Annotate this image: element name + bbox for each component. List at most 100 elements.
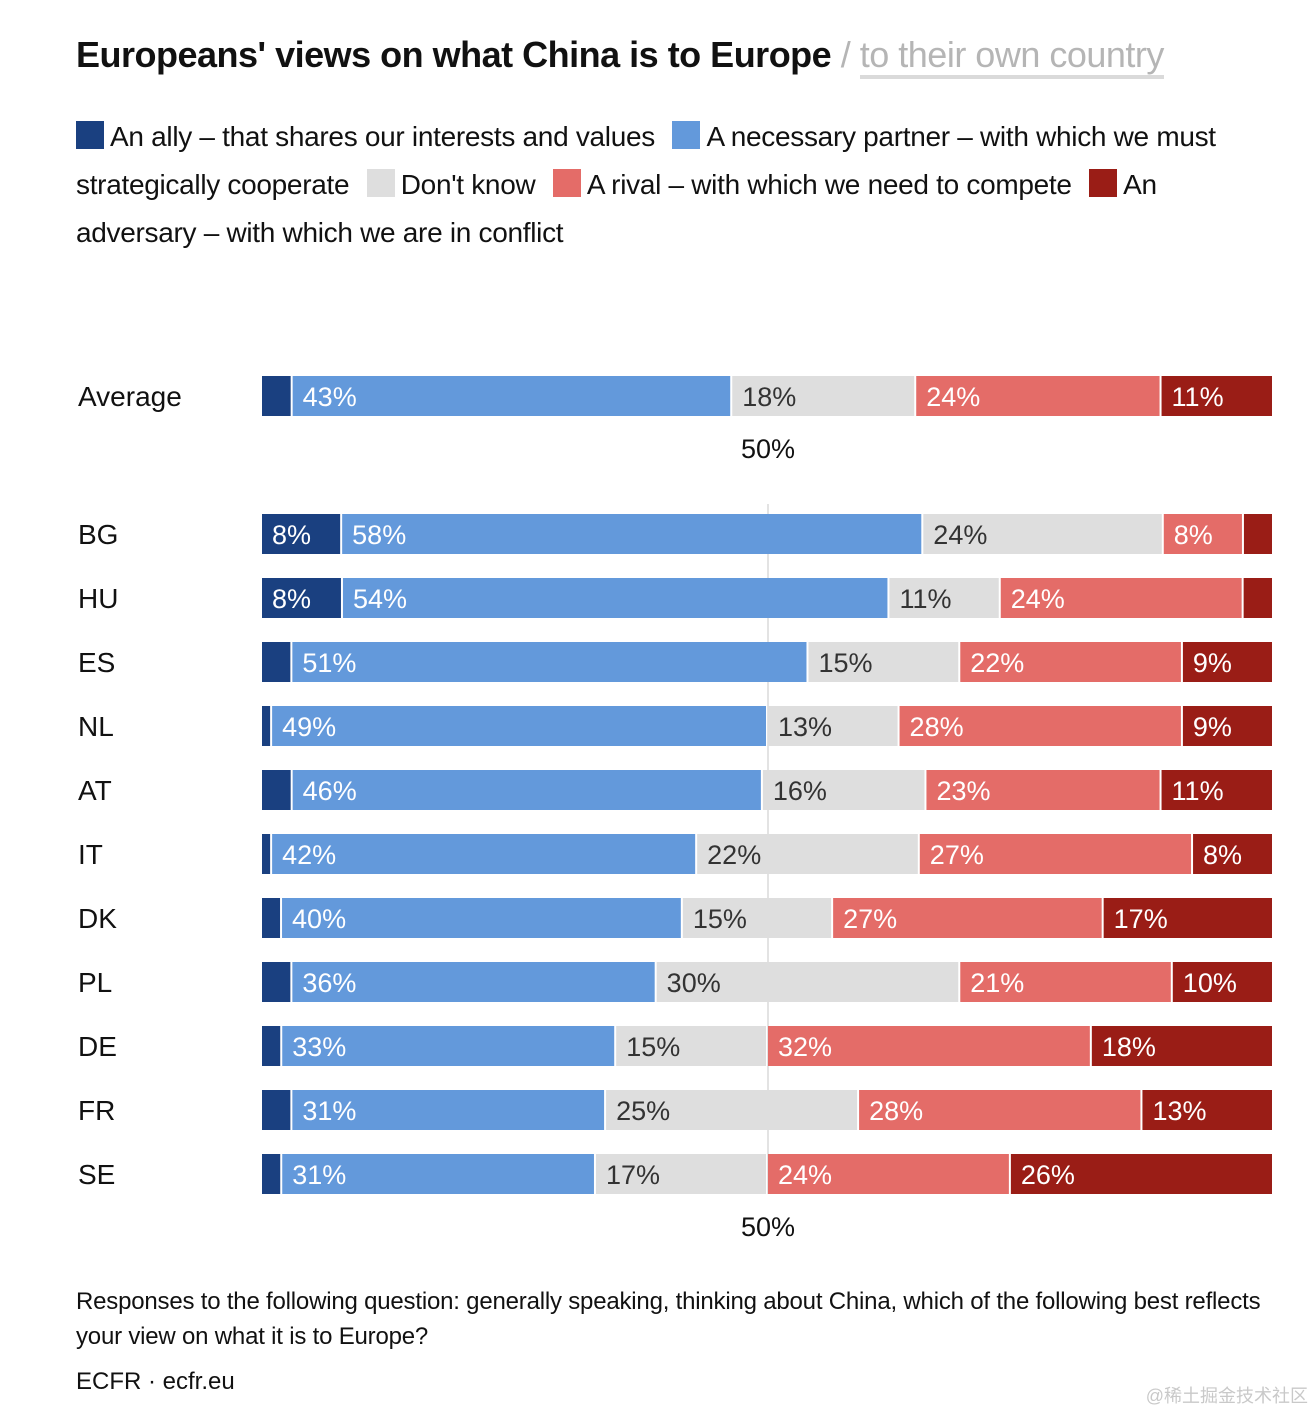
bar-se-s4 bbox=[1010, 1154, 1272, 1194]
bar-at-s3 bbox=[926, 770, 1160, 810]
row-label-nl: NL bbox=[78, 711, 114, 742]
reference-label-bottom: 50% bbox=[741, 1212, 795, 1242]
data-label-average-s2: 18% bbox=[742, 382, 796, 412]
bar-fr-s0 bbox=[262, 1090, 291, 1130]
data-label-nl-s2: 13% bbox=[778, 712, 832, 742]
bar-average-s0 bbox=[262, 376, 291, 416]
bar-hu-s0 bbox=[262, 578, 341, 618]
data-label-pl-s3: 21% bbox=[970, 968, 1024, 998]
legend-label-ally: An ally – that shares our interests and … bbox=[110, 121, 655, 152]
data-label-dk-s4: 17% bbox=[1114, 904, 1168, 934]
legend-label-adversary: An adversary – with which we are in conf… bbox=[76, 169, 1157, 248]
bar-bg-s0 bbox=[262, 514, 341, 554]
bar-at-s4 bbox=[1161, 770, 1272, 810]
bar-dk-s3 bbox=[833, 898, 1102, 938]
legend-swatch-dont-know bbox=[366, 169, 395, 197]
bar-at-s1 bbox=[292, 770, 761, 810]
legend-swatch-adversary bbox=[1089, 169, 1118, 197]
bar-fr-s1 bbox=[292, 1090, 605, 1130]
legend-swatch-ally bbox=[76, 121, 104, 149]
legend-item-ally: An ally – that shares our interests and … bbox=[76, 121, 655, 152]
title-main: Europeans' views on what China is to Eur… bbox=[76, 34, 832, 75]
data-label-fr-s3: 28% bbox=[869, 1096, 923, 1126]
bar-es-s0 bbox=[262, 642, 291, 682]
bar-dk-s1 bbox=[282, 898, 681, 938]
watermark: @稀土掘金技术社区 bbox=[1145, 1386, 1308, 1406]
data-label-dk-s1: 40% bbox=[292, 904, 346, 934]
data-label-bg-s3: 8% bbox=[1174, 520, 1213, 550]
bar-se-s1 bbox=[282, 1154, 594, 1194]
bar-es-s4 bbox=[1182, 642, 1272, 682]
bar-dk-s2 bbox=[682, 898, 832, 938]
legend-label-rival: A rival – with which we need to compete bbox=[586, 169, 1072, 200]
row-label-at: AT bbox=[78, 775, 112, 806]
data-label-dk-s2: 15% bbox=[693, 904, 747, 934]
data-label-bg-s1: 58% bbox=[352, 520, 406, 550]
data-label-se-s4: 26% bbox=[1021, 1160, 1075, 1190]
stacked-bar-chart: Average 43% 18% 24% 11% BG 8% 58% 24% 8% HU 8% 54% 11… bbox=[78, 376, 1272, 1242]
reference-label-top: 50% bbox=[741, 434, 795, 464]
title-separator: / bbox=[840, 34, 851, 75]
bar-hu-s4 bbox=[1243, 578, 1272, 618]
legend-item-rival: A rival – with which we need to compete bbox=[552, 169, 1072, 200]
data-label-de-s1: 33% bbox=[292, 1032, 346, 1062]
data-label-it-s2: 22% bbox=[707, 840, 761, 870]
own-country-toggle[interactable]: to their own country bbox=[859, 34, 1164, 79]
bar-pl-s4 bbox=[1172, 962, 1272, 1002]
bar-it-s3 bbox=[919, 834, 1192, 874]
bar-de-s2 bbox=[616, 1026, 766, 1066]
bar-hu-s1 bbox=[342, 578, 888, 618]
legend-swatch-partner bbox=[672, 121, 701, 149]
data-label-es-s4: 9% bbox=[1193, 648, 1232, 678]
bar-nl-s3 bbox=[899, 706, 1181, 746]
data-label-average-s3: 24% bbox=[926, 382, 980, 412]
data-label-pl-s1: 36% bbox=[302, 968, 356, 998]
bar-de-s4 bbox=[1091, 1026, 1272, 1066]
bar-nl-s0 bbox=[262, 706, 271, 746]
data-label-se-s3: 24% bbox=[778, 1160, 832, 1190]
bar-de-s3 bbox=[768, 1026, 1090, 1066]
row-label-it: IT bbox=[78, 839, 103, 870]
bar-dk-s0 bbox=[262, 898, 281, 938]
data-label-it-s3: 27% bbox=[930, 840, 984, 870]
data-label-bg-s0: 8% bbox=[272, 520, 311, 550]
legend-swatch-rival bbox=[552, 169, 581, 197]
bar-de-s1 bbox=[282, 1026, 615, 1066]
data-label-at-s4: 11% bbox=[1172, 776, 1224, 806]
chart-title: Europeans' views on what China is to Eur… bbox=[76, 30, 1164, 80]
data-label-fr-s2: 25% bbox=[616, 1096, 670, 1126]
row-label-es: ES bbox=[78, 647, 115, 678]
data-label-pl-s2: 30% bbox=[667, 968, 721, 998]
data-label-bg-s2: 24% bbox=[933, 520, 987, 550]
bar-average-s4 bbox=[1161, 376, 1272, 416]
row-label-se: SE bbox=[78, 1159, 115, 1190]
bar-hu-s2 bbox=[889, 578, 999, 618]
bar-average-s1 bbox=[292, 376, 731, 416]
bar-hu-s3 bbox=[1000, 578, 1242, 618]
data-label-es-s2: 15% bbox=[818, 648, 872, 678]
legend-label-dont-know: Don't know bbox=[400, 169, 536, 200]
row-label-de: DE bbox=[78, 1031, 117, 1062]
bar-bg-s4 bbox=[1243, 514, 1272, 554]
bar-se-s0 bbox=[262, 1154, 281, 1194]
data-label-nl-s1: 49% bbox=[282, 712, 336, 742]
row-label-hu: HU bbox=[78, 583, 118, 614]
bar-fr-s2 bbox=[606, 1090, 858, 1130]
data-label-average-s4: 11% bbox=[1172, 382, 1224, 412]
bar-bg-s2 bbox=[923, 514, 1162, 554]
data-label-fr-s4: 13% bbox=[1152, 1096, 1206, 1126]
data-label-at-s3: 23% bbox=[936, 776, 990, 806]
legend: An ally – that shares our interests and … bbox=[76, 113, 1276, 257]
data-label-pl-s4: 10% bbox=[1183, 968, 1237, 998]
data-label-hu-s1: 54% bbox=[353, 584, 407, 614]
data-label-de-s2: 15% bbox=[626, 1032, 680, 1062]
data-label-at-s2: 16% bbox=[773, 776, 827, 806]
bar-bg-s1 bbox=[342, 514, 922, 554]
data-label-hu-s2: 11% bbox=[899, 584, 951, 614]
bar-dk-s4 bbox=[1103, 898, 1272, 938]
data-label-fr-s1: 31% bbox=[302, 1096, 356, 1126]
bar-at-s0 bbox=[262, 770, 291, 810]
bar-at-s2 bbox=[762, 770, 925, 810]
bar-pl-s0 bbox=[262, 962, 291, 1002]
bar-nl-s4 bbox=[1182, 706, 1272, 746]
